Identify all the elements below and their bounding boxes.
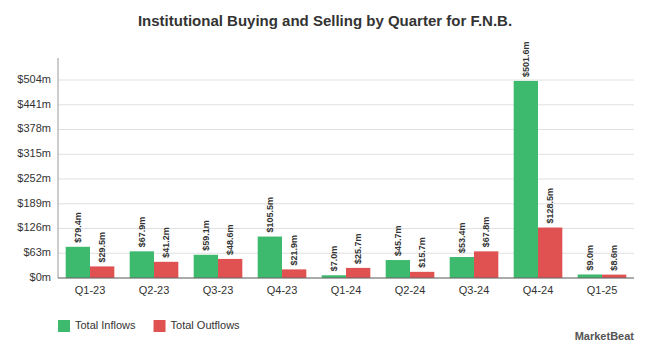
bar [578,274,602,278]
x-tick-label: Q1-24 [331,284,362,296]
chart-svg: $0m $63m $126m $189m $252m $315m $378m $441m $50… [0,0,650,350]
grid-line [58,129,634,130]
legend-label: Total Inflows [75,319,136,331]
data-label: $67.9m [137,217,147,248]
bar [474,251,498,278]
bar [346,268,370,278]
x-tick-label: Q1-25 [587,284,618,296]
legend-item: Total Inflows [58,319,136,332]
data-label: $53.4m [457,222,467,253]
y-tick-label: $252m [17,172,51,184]
data-label: $25.7m [353,233,363,264]
y-tick-label: $441m [17,98,51,110]
bar [154,262,178,278]
x-tick-label: Q1-23 [75,284,106,296]
legend-swatch [154,320,166,332]
data-label: $9.0m [585,245,595,271]
grid [58,80,634,278]
x-tick-label: Q4-23 [267,284,298,296]
data-label: $8.6m [609,245,619,271]
chart-container: $0m $63m $126m $189m $252m $315m $378m $441m $50… [0,0,650,350]
data-label: $105.5m [265,197,275,233]
data-label: $67.8m [481,217,491,248]
legend-label: Total Outflows [171,319,241,331]
bar [538,228,562,278]
x-axis-line [58,278,634,279]
data-label: $21.9m [289,235,299,266]
x-ticks: Q1-23 Q2-23 Q3-23 Q4-23 Q1-24 Q2-24 Q3-24 Q4-24… [75,284,618,296]
x-tick-label: Q2-23 [139,284,170,296]
y-ticks: $0m $63m $126m $189m $252m $315m $378m $441m $50… [17,73,51,283]
legend-item: Total Outflows [154,319,241,332]
data-label: $45.7m [393,226,403,257]
bar [90,266,114,278]
bar [386,260,410,278]
legend-swatch [58,320,70,332]
data-labels: $79.4m $67.9m $59.1m $105.5m $7.0m $45.7m $53.… [73,41,619,271]
data-label: $128.5m [545,188,555,224]
x-tick-label: Q3-24 [459,284,490,296]
annotation: MarketBeat [575,330,635,342]
bar [602,275,626,278]
bar [450,257,474,278]
y-tick-label: $378m [17,122,51,134]
bar [282,269,306,278]
y-tick-label: $315m [17,147,51,159]
bar [194,255,218,278]
y-tick-label: $189m [17,197,51,209]
data-label: $7.0m [329,246,339,272]
title: Institutional Buying and Selling by Quar… [138,12,512,29]
grid-line [58,278,634,279]
bar [410,272,434,278]
y-tick-label: $126m [17,221,51,233]
y-tick-label: $63m [23,246,51,258]
bar [258,237,282,278]
grid-line [58,179,634,180]
data-label: $59.1m [201,220,211,251]
bar [66,247,90,278]
y-axis-line [58,58,59,278]
bar [130,251,154,278]
data-label: $501.6m [521,41,531,77]
x-tick-label: Q3-23 [203,284,234,296]
x-tick-label: Q4-24 [523,284,554,296]
bar [514,81,538,278]
x-tick-label: Q2-24 [395,284,426,296]
data-label: $79.4m [73,212,83,243]
data-label: $41.2m [161,227,171,258]
bars [66,81,627,278]
y-tick-label: $504m [17,73,51,85]
y-tick-label: $0m [30,271,51,283]
grid-line [58,104,634,105]
data-label: $29.5m [97,232,107,263]
data-label: $15.7m [417,237,427,268]
data-label: $48.6m [225,224,235,255]
legend: Total Inflows Total Outflows [58,319,240,332]
bar [218,259,242,278]
grid-line [58,154,634,155]
grid-line [58,80,634,81]
